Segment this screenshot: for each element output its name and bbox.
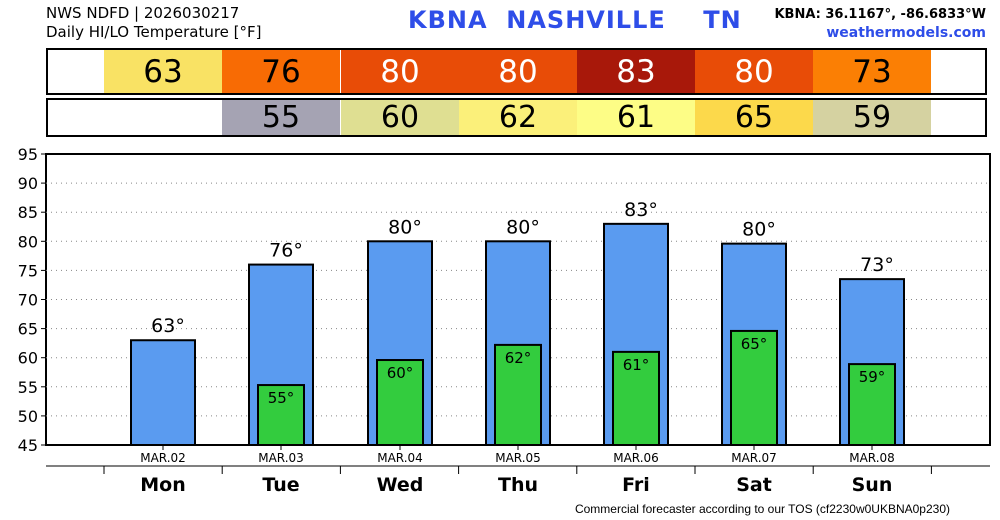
site-link[interactable]: weathermodels.com [826, 25, 986, 41]
y-tick-label: 45 [18, 436, 38, 455]
y-tick-label: 65 [18, 320, 38, 339]
high-bar-label: 83° [624, 199, 658, 221]
hi_strip-cell: 80 [459, 50, 577, 93]
date-label: MAR.05 [495, 451, 541, 465]
station-coords: KBNA: 36.1167°, -86.6833°W [774, 7, 986, 22]
lo_strip-cell: 59 [813, 100, 931, 135]
hi_strip-cell: 76 [222, 50, 340, 93]
low-bar [494, 343, 542, 446]
product-title: NWS NDFD | 2026030217 Daily HI/LO Temper… [46, 4, 262, 42]
day-label: Tue [262, 474, 299, 496]
low-bar-label: 59° [859, 368, 886, 386]
y-tick-label: 55 [18, 378, 38, 397]
date-label: MAR.03 [258, 451, 304, 465]
y-tick-label: 85 [18, 203, 38, 222]
lo_strip-cell: 65 [695, 100, 813, 135]
y-tick-label: 95 [18, 145, 38, 164]
footer-note: Commercial forecaster according to our T… [574, 502, 950, 516]
high-bar-label: 80° [388, 216, 422, 238]
low-bar [612, 350, 660, 447]
day-label: Wed [377, 474, 424, 496]
y-tick-label: 90 [18, 174, 38, 193]
date-label: MAR.07 [731, 451, 777, 465]
lo_strip-cell: 62 [459, 100, 577, 135]
y-tick-label: 60 [18, 349, 38, 368]
hi_strip-cell: 73 [813, 50, 931, 93]
low-temp-strip: 55 60 62 61 65 59 [46, 98, 987, 137]
low-bar-label: 62° [505, 349, 532, 367]
day-label: Sun [852, 474, 893, 496]
product-line-1: NWS NDFD | 2026030217 [46, 4, 240, 22]
y-tick-label: 50 [18, 407, 38, 426]
high-bar-label: 63° [151, 315, 185, 337]
date-label: MAR.06 [613, 451, 659, 465]
day-label: Sat [736, 474, 772, 496]
high-bar-label: 80° [742, 219, 776, 241]
lo_strip-cell [104, 100, 222, 135]
y-tick-label: 70 [18, 291, 38, 310]
header-right: KBNA: 36.1167°, -86.6833°W weathermodels… [774, 5, 986, 43]
high-bar-label: 80° [506, 216, 540, 238]
low-bar [730, 329, 778, 447]
day-label: Mon [140, 474, 186, 496]
high-bar-label: 73° [860, 254, 894, 276]
station-title: KBNA NASHVILLE TN [408, 6, 742, 34]
high-bar [130, 339, 196, 446]
y-tick-label: 80 [18, 232, 38, 251]
day-label: Thu [498, 474, 538, 496]
hi_strip-cell: 83 [577, 50, 695, 93]
hi_strip-cell: 80 [341, 50, 459, 93]
low-bar-label: 60° [387, 364, 414, 382]
day-label: Fri [622, 474, 650, 496]
low-bar-label: 61° [623, 356, 650, 374]
date-label: MAR.08 [849, 451, 895, 465]
lo_strip-cell: 61 [577, 100, 695, 135]
hi_strip-cell: 80 [695, 50, 813, 93]
product-line-2: Daily HI/LO Temperature [°F] [46, 23, 262, 41]
date-label: MAR.04 [377, 451, 423, 465]
y-tick-label: 75 [18, 261, 38, 280]
low-bar-label: 55° [268, 389, 295, 407]
lo_strip-cell: 55 [222, 100, 340, 135]
lo_strip-cell: 60 [341, 100, 459, 135]
low-bar-label: 65° [741, 335, 768, 353]
high-bar-label: 76° [269, 240, 303, 262]
high-temp-strip: 63 76 80 80 83 80 73 [46, 48, 987, 95]
low-bar [848, 363, 896, 446]
date-label: MAR.02 [140, 451, 186, 465]
hi_strip-cell: 63 [104, 50, 222, 93]
